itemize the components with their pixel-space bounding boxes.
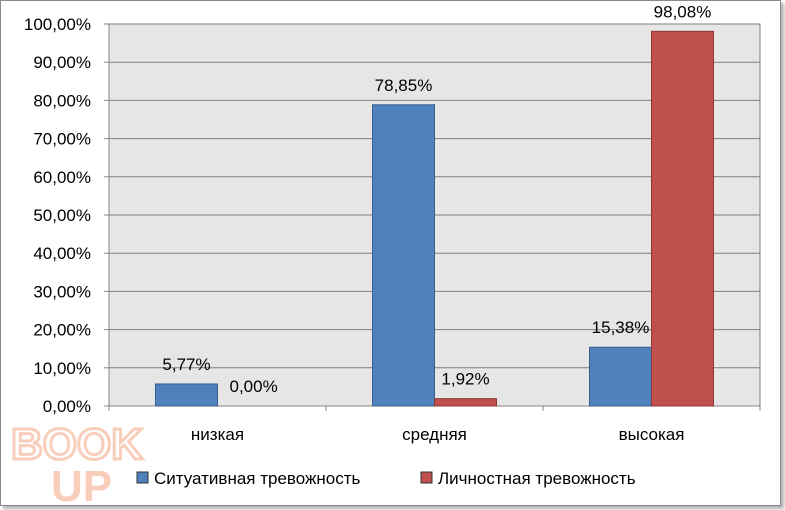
y-axis: 0,00% 10,00% 20,00% 30,00% 40,00% 50,00% 60,00… [24,15,110,416]
data-label: 78,85% [375,76,433,95]
watermark-text-top: BOOK [11,420,143,469]
legend-swatch [420,471,433,484]
x-tick-label: высокая [619,425,685,444]
bar [589,346,652,407]
y-tick-label: 90,00% [33,53,91,72]
bar [651,30,714,407]
legend-swatch [136,471,149,484]
bars [155,30,714,407]
bar [155,383,218,407]
x-tick-label: низкая [191,425,244,444]
y-tick-label: 100,00% [24,15,91,34]
bar [434,398,497,407]
y-tick-label: 10,00% [33,359,91,378]
y-tick-label: 40,00% [33,244,91,263]
y-tick-label: 30,00% [33,282,91,301]
legend-label: Личностная тревожность [438,469,636,488]
data-label: 15,38% [592,318,650,337]
watermark-text-bottom: UP [51,462,112,505]
bar [372,104,435,407]
data-label: 98,08% [654,2,712,21]
data-label: 1,92% [441,370,489,389]
y-tick-label: 20,00% [33,321,91,340]
legend-label: Ситуативная тревожность [154,469,361,488]
legend: Ситуативная тревожность Личностная тревож… [136,469,636,488]
x-axis: низкая средняя высокая [108,405,761,444]
y-tick-label: 80,00% [33,91,91,110]
watermark-logo: BOOK UP [10,419,145,505]
data-labels: 5,77% 78,85% 15,38% 0,00% 1,92% 98,08% [162,2,711,396]
data-label: 5,77% [162,355,210,374]
data-label: 0,00% [230,377,278,396]
y-tick-label: 60,00% [33,168,91,187]
y-tick-label: 50,00% [33,206,91,225]
x-tick-label: средняя [402,425,467,444]
y-tick-label: 0,00% [43,397,91,416]
y-tick-label: 70,00% [33,130,91,149]
